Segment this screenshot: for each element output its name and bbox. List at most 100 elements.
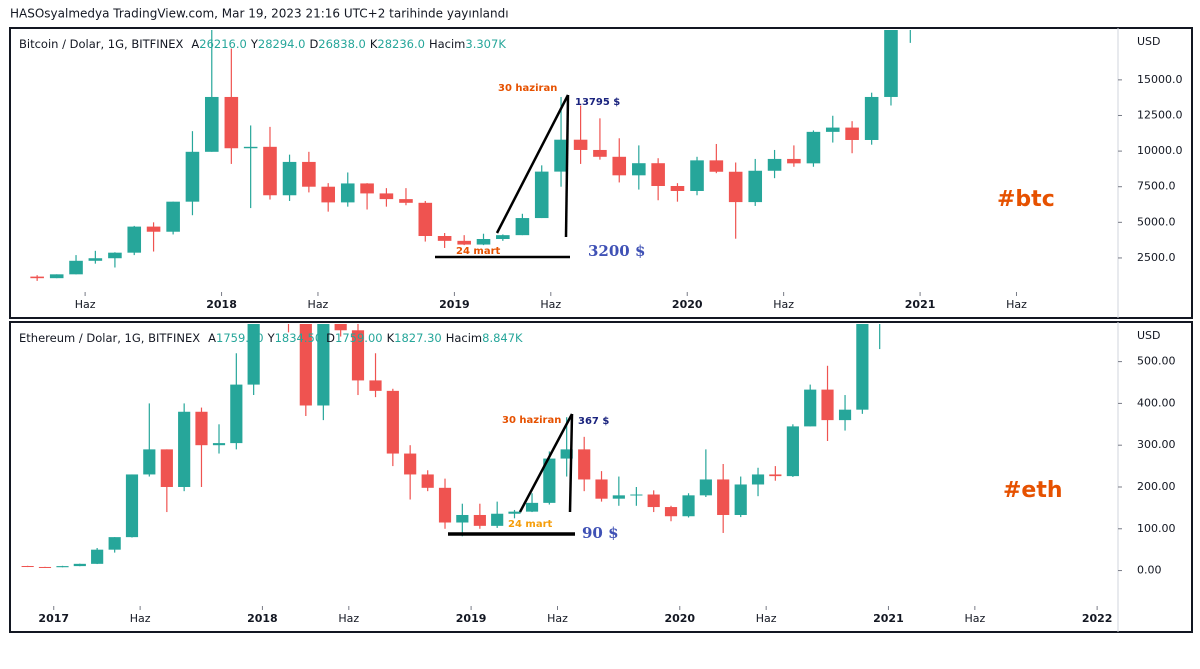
candle-body — [263, 146, 277, 196]
candle-body — [543, 458, 556, 503]
candle-body — [632, 163, 646, 176]
candle-body — [146, 226, 161, 232]
candle-body — [651, 163, 665, 186]
candle-body — [404, 453, 417, 475]
candle-body — [127, 226, 142, 253]
symbol: Ethereum / Dolar, 1G, BITFINEX — [19, 331, 200, 345]
candle-body — [224, 96, 239, 149]
y-tick-label: 400.00 — [1137, 396, 1176, 409]
candle-body — [399, 199, 413, 203]
annotation: 24 mart — [456, 246, 500, 257]
x-tick-label: Haz — [773, 298, 794, 311]
x-tick-label: 2021 — [905, 298, 936, 311]
charts: 2500.0 5000.0 7500.0 10000.0 12500.0 15000.0 U… — [19, 30, 1183, 625]
x-tick-label: Haz — [1006, 298, 1027, 311]
candle-body — [612, 156, 627, 176]
x-tick-label: 2017 — [38, 612, 69, 625]
candle-body — [457, 240, 471, 245]
candle-body — [166, 201, 180, 232]
y-tick-label: 10000.0 — [1137, 144, 1183, 157]
candle-body — [360, 183, 374, 194]
x-tick-label: Haz — [964, 612, 985, 625]
y-tick-label: 7500.0 — [1137, 180, 1176, 193]
candle-body — [386, 390, 399, 454]
candle-body — [856, 324, 869, 410]
candle-body — [321, 186, 335, 203]
candle-body — [299, 324, 312, 406]
y-tick-label: 200.00 — [1137, 480, 1176, 493]
x-tick-label: 2021 — [873, 612, 904, 625]
quote-key: D — [309, 37, 318, 51]
candle-body — [838, 409, 852, 421]
candle-body — [717, 479, 730, 515]
quote-key: K — [370, 37, 378, 51]
candle-body — [243, 146, 258, 149]
candle-body — [804, 389, 817, 427]
candle-body — [125, 474, 139, 538]
x-tick-label: 2018 — [206, 298, 237, 311]
annotation: 24 mart — [508, 519, 552, 530]
candle-body — [534, 171, 549, 219]
candle-body — [437, 236, 452, 241]
y-tick-label: 300.00 — [1137, 438, 1176, 451]
y-tick-label: 15000.0 — [1137, 73, 1183, 86]
quote-value: 28236.0 — [377, 37, 425, 51]
quote-key: Y — [250, 37, 259, 51]
plot-area — [30, 30, 911, 281]
candle-body — [56, 566, 69, 568]
annotation: 30 haziran — [502, 415, 561, 426]
candle-body — [476, 238, 491, 245]
candle-body — [369, 380, 382, 391]
y-unit: USD — [1137, 35, 1161, 48]
candle-body — [670, 186, 685, 191]
quote-key: Y — [267, 331, 276, 345]
quote-key: Hacim — [446, 331, 482, 345]
candle-body — [845, 127, 859, 140]
x-tick-label: Haz — [75, 298, 96, 311]
quote-key: K — [387, 331, 395, 345]
candle-body — [438, 487, 452, 523]
x-tick-label: Haz — [308, 298, 329, 311]
x-tick-label: Haz — [338, 612, 359, 625]
candle-body — [769, 474, 782, 477]
candle-body — [734, 484, 747, 515]
chart-panel: 0.00 100.00 200.00 300.00 400.00 500.00 USD 201… — [19, 324, 1176, 625]
candle-body — [91, 549, 104, 564]
candle-body — [108, 252, 122, 259]
candle-body — [160, 449, 173, 487]
candle-body — [204, 96, 219, 152]
candle-body — [728, 171, 743, 203]
candle-body — [525, 502, 539, 512]
symbol: Bitcoin / Dolar, 1G, BITFINEX — [19, 37, 184, 51]
y-tick-label: 500.00 — [1137, 355, 1176, 368]
candle-body — [282, 161, 297, 196]
candle-body — [787, 158, 801, 164]
candle-body — [751, 474, 765, 485]
x-tick-label: 2020 — [664, 612, 695, 625]
panel-frame — [9, 27, 1193, 319]
quote-value: 1827.30 — [394, 331, 442, 345]
candle-body — [178, 411, 191, 487]
quote-value: 1759.50 — [216, 331, 264, 345]
quote-value: 1759.00 — [335, 331, 383, 345]
candle-body — [864, 96, 879, 140]
x-tick-label: 2019 — [439, 298, 470, 311]
quote-value: 1834.50 — [275, 331, 323, 345]
annotation: 3200 $ — [588, 242, 645, 260]
quote-key: A — [208, 331, 216, 345]
x-tick-label: 2020 — [672, 298, 703, 311]
candle-body — [593, 149, 607, 157]
x-tick-label: Haz — [547, 612, 568, 625]
candle-body — [49, 274, 64, 279]
candle-body — [647, 494, 660, 508]
annotation: 30 haziran — [498, 83, 557, 94]
x-tick-label: 2019 — [456, 612, 487, 625]
candle-body — [690, 160, 704, 191]
candle-body — [573, 139, 588, 150]
candle-body — [379, 193, 394, 200]
candle-body — [884, 30, 898, 97]
candle-body — [30, 276, 44, 279]
candle-body — [664, 507, 678, 517]
candle-body — [491, 513, 504, 526]
